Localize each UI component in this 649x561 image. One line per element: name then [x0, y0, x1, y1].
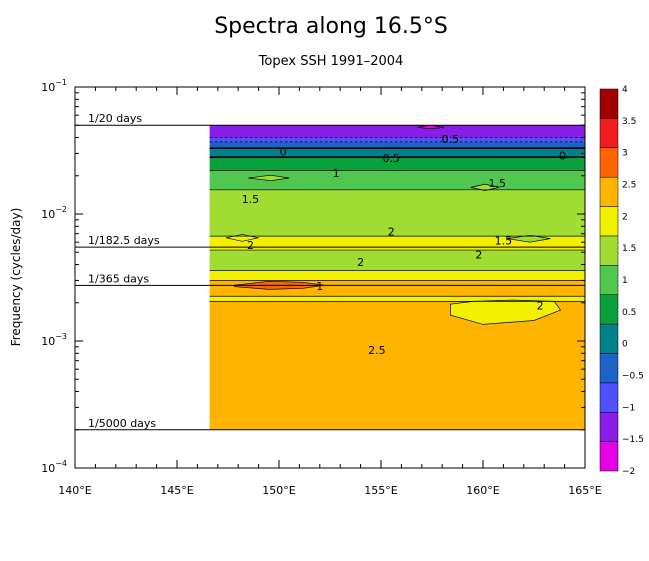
colorbar-swatch: [599, 265, 619, 295]
colorbar-swatch: [599, 294, 619, 325]
colorbar-swatch: [599, 411, 619, 442]
x-tick-label: 150°E: [262, 484, 295, 497]
contour-band: [209, 137, 585, 142]
colorbar-label: −1.5: [622, 435, 644, 445]
contour-band: [209, 141, 585, 149]
colorbar-swatch: [599, 147, 619, 178]
colorbar-label: −0.5: [622, 372, 644, 382]
x-tick-label: 160°E: [466, 484, 499, 497]
contour-band: [209, 189, 585, 237]
contour-band: [209, 250, 585, 271]
reference-line-label: 1/182.5 days: [88, 234, 160, 247]
contour-label: 2: [388, 225, 395, 238]
colorbar-label: 1.5: [622, 244, 636, 254]
y-axis-label: Frequency (cycles/day): [9, 208, 23, 347]
contour-band: [209, 296, 585, 302]
contour-label: 2: [537, 300, 544, 313]
colorbar-label: −1: [622, 403, 635, 413]
contour-label: 1: [333, 167, 340, 180]
y-tick-label: 10−3: [41, 332, 67, 348]
y-tick-label: 10−1: [41, 78, 67, 94]
reference-line-label: 1/365 days: [88, 272, 149, 285]
colorbar-label: 2.5: [622, 181, 636, 191]
plot-area: 0.5 0 0 0.5 1 1.5 1.5 2 2 1.5 2 2 1 2 2.5: [209, 124, 585, 430]
contour-patch: [248, 174, 290, 182]
contour-label: 0: [559, 149, 566, 162]
plot-frame: [74, 86, 586, 469]
reference-line-label: 1/5000 days: [88, 417, 156, 430]
y-tick-label: 10−4: [41, 459, 67, 475]
contour-band: [209, 148, 585, 158]
contour-label: 2: [357, 256, 364, 269]
contour-patch: [417, 124, 445, 130]
contour-label: 2.5: [368, 344, 386, 357]
contour-band: [209, 236, 585, 251]
colorbar-label: 3: [622, 149, 628, 159]
contour-band: [209, 125, 585, 138]
contour-label: 0.5: [442, 133, 460, 146]
chart-subtitle: Topex SSH 1991–2004: [258, 54, 404, 69]
contour-bands: [209, 124, 585, 430]
contour-label: 1.5: [495, 234, 513, 247]
reference-line-label: 1/20 days: [88, 112, 142, 125]
y-tick-label: 10−2: [41, 205, 67, 221]
colorbar-swatch: [599, 441, 619, 472]
colorbar-label: 3.5: [622, 117, 636, 127]
colorbar-label: 0.5: [622, 308, 636, 318]
x-tick-label: 145°E: [160, 484, 193, 497]
contour-band: [209, 301, 585, 430]
colorbar-label: 1: [622, 276, 628, 286]
x-tick-label: 155°E: [364, 484, 397, 497]
colorbar-label: 0: [622, 340, 628, 350]
contour-label: 0.5: [382, 152, 400, 165]
colorbar-swatch: [599, 206, 619, 237]
colorbar-swatch: [599, 176, 619, 207]
colorbar-label: −2: [622, 467, 635, 477]
colorbar-swatch: [599, 382, 619, 413]
contour-label: 2: [247, 239, 254, 252]
contour-band: [209, 270, 585, 281]
colorbar-swatch: [599, 235, 619, 266]
contour-band: [209, 170, 585, 190]
colorbar-label: 2: [622, 212, 628, 222]
contour-label: 2: [475, 248, 482, 261]
contour-lines: [209, 137, 585, 302]
chart-title: Spectra along 16.5°S: [214, 14, 448, 39]
contour-band: [209, 157, 585, 171]
contour-label: 0: [280, 146, 287, 159]
contour-label: 1: [316, 280, 323, 293]
axes: 1/20 days 1/182.5 days 1/365 days 1/5000 da…: [41, 78, 602, 497]
x-tick-label: 165°E: [568, 484, 601, 497]
contour-patch: [470, 183, 500, 191]
contour-label: 1.5: [242, 193, 260, 206]
colorbar-swatch: [599, 118, 619, 149]
colorbar: 4 3.5 3 2.5 2 1.5 1 0.5 0 −0.5 −1 −1.5 −2: [599, 85, 644, 477]
contour-label: 1.5: [489, 177, 507, 190]
colorbar-swatch: [599, 323, 619, 354]
colorbar-swatch: [599, 353, 619, 384]
contour-patch: [450, 299, 562, 325]
colorbar-label: 4: [622, 85, 628, 95]
colorbar-swatch: [599, 88, 619, 119]
x-tick-label: 140°E: [58, 484, 91, 497]
